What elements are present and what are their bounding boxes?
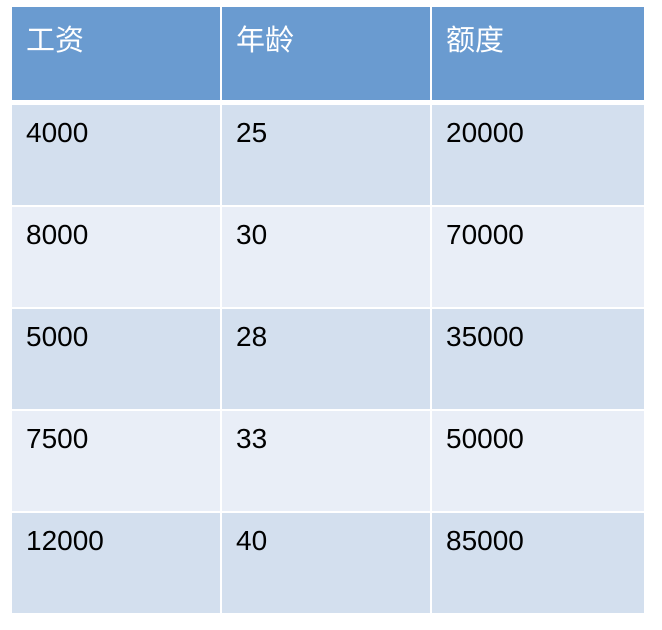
header-salary: 工资	[12, 7, 222, 105]
table-row: 4000 25 20000	[12, 105, 644, 207]
header-age: 年龄	[222, 7, 432, 105]
cell-salary: 7500	[12, 411, 222, 513]
cell-limit: 85000	[432, 513, 644, 615]
cell-age: 28	[222, 309, 432, 411]
cell-age: 33	[222, 411, 432, 513]
cell-salary: 8000	[12, 207, 222, 309]
header-limit: 额度	[432, 7, 644, 105]
cell-limit: 35000	[432, 309, 644, 411]
cell-age: 25	[222, 105, 432, 207]
cell-salary: 12000	[12, 513, 222, 615]
table-row: 7500 33 50000	[12, 411, 644, 513]
table-row: 8000 30 70000	[12, 207, 644, 309]
cell-age: 40	[222, 513, 432, 615]
table-row: 12000 40 85000	[12, 513, 644, 615]
cell-salary: 4000	[12, 105, 222, 207]
cell-limit: 70000	[432, 207, 644, 309]
cell-age: 30	[222, 207, 432, 309]
cell-limit: 20000	[432, 105, 644, 207]
table-row: 5000 28 35000	[12, 309, 644, 411]
cell-salary: 5000	[12, 309, 222, 411]
header-row: 工资 年龄 额度	[12, 7, 644, 105]
data-table: 工资 年龄 额度 4000 25 20000 8000 30 70000 500…	[12, 7, 644, 615]
cell-limit: 50000	[432, 411, 644, 513]
